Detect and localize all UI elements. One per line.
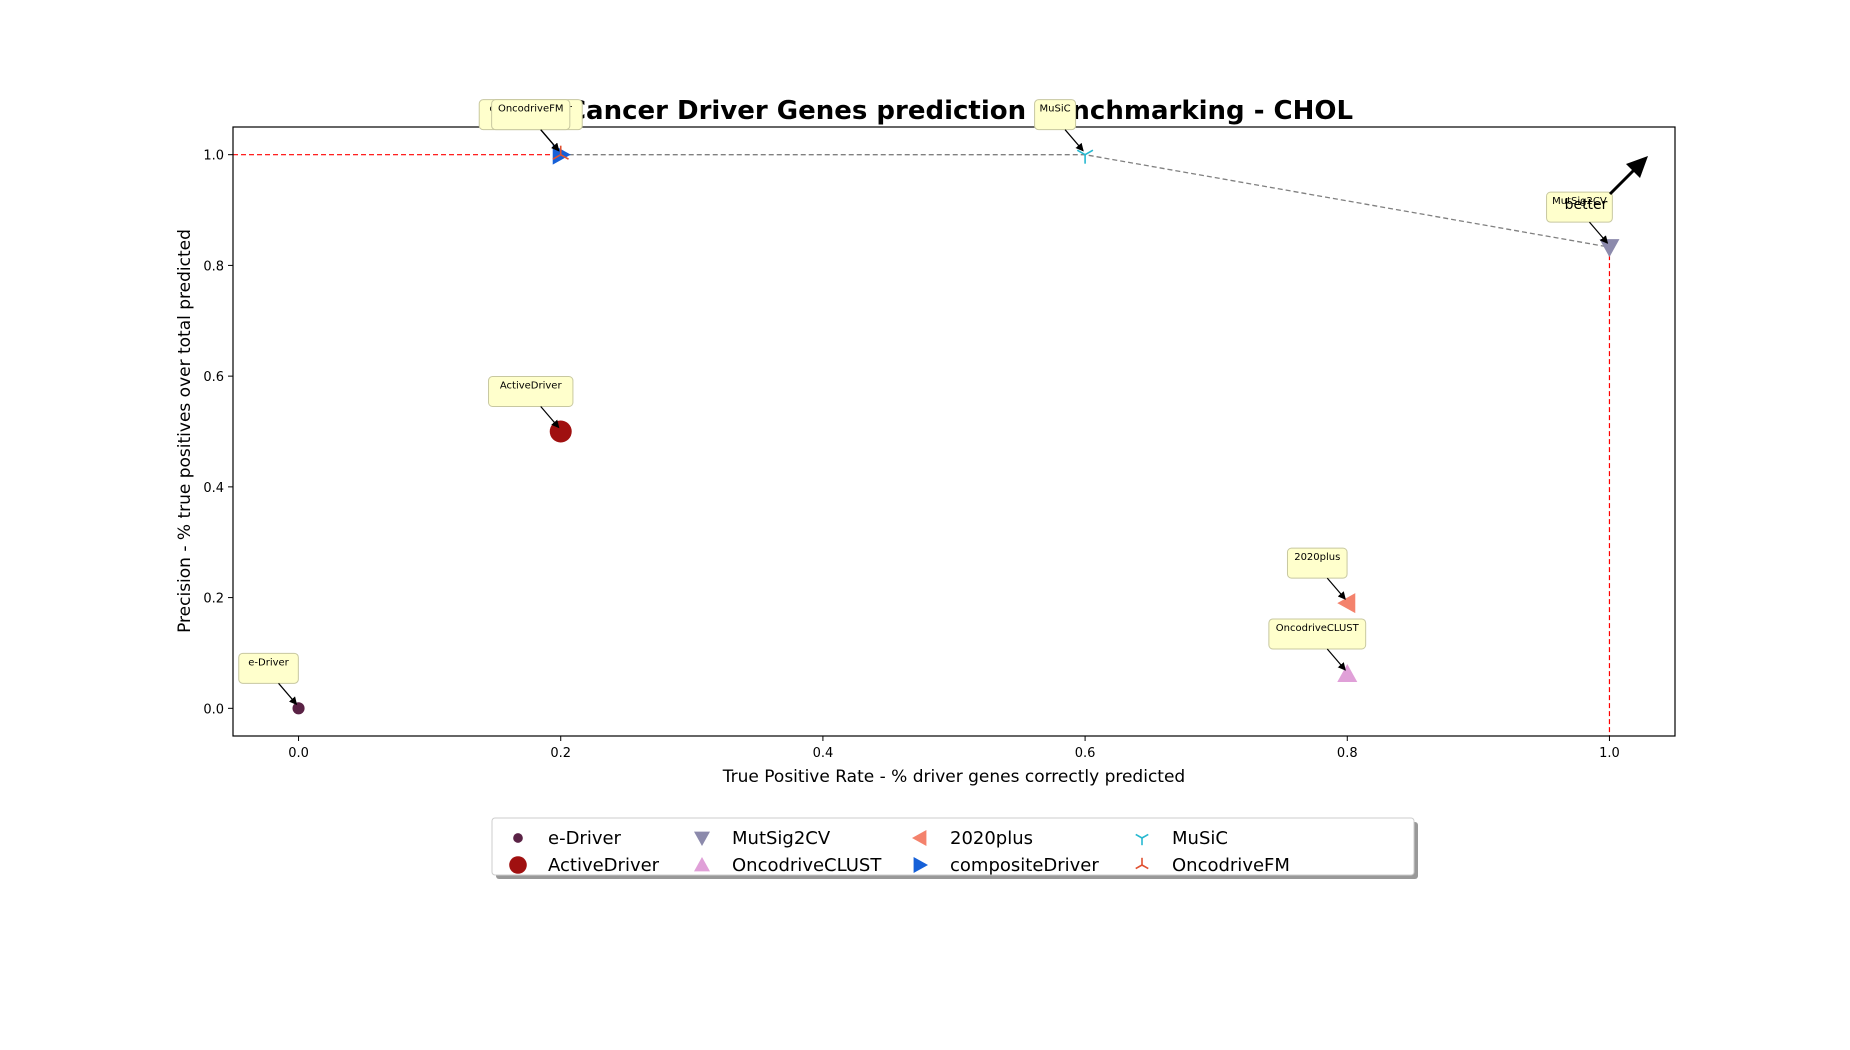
data-point-mutsig2cv <box>1599 239 1620 258</box>
legend-marker <box>694 831 710 846</box>
x-axis: 0.0 0.2 0.4 0.6 0.8 1.0 <box>288 736 1620 761</box>
legend-label: MutSig2CV <box>732 828 831 849</box>
x-axis-label: True Positive Rate - % driver genes corr… <box>722 767 1185 787</box>
data-point-2020plus <box>1337 593 1356 614</box>
y-axis: 0.0 0.2 0.4 0.6 0.8 1.0 <box>203 149 233 717</box>
legend-marker <box>513 833 523 843</box>
legend-label: OncodriveCLUST <box>732 855 882 876</box>
legend-item-2020plus: 2020plus <box>912 828 1033 849</box>
y-tick-label: 0.4 <box>203 481 224 496</box>
legend-label: OncodriveFM <box>1172 855 1290 876</box>
annotation-activedriver: ActiveDriver <box>488 376 574 429</box>
legend-marker <box>912 830 927 846</box>
svg-text:ActiveDriver: ActiveDriver <box>500 381 563 392</box>
svg-text:MuSiC: MuSiC <box>1040 104 1071 115</box>
x-tick-label: 0.8 <box>1337 746 1358 761</box>
legend-box <box>491 817 1415 876</box>
legend-marker <box>913 857 928 873</box>
legend-item-oncodrivefm: OncodriveFM <box>1135 855 1290 876</box>
annotations: e-Driver ActiveDriver MutSig2CV OncodriveCL… <box>238 99 1613 706</box>
plot-area <box>232 126 1676 737</box>
legend-item-compositedriver: compositeDriver <box>913 855 1099 876</box>
y-tick-label: 1.0 <box>203 149 224 164</box>
svg-text:MutSig2CV: MutSig2CV <box>1552 196 1607 207</box>
y-tick-label: 0.8 <box>203 259 224 274</box>
pareto-front-line <box>560 154 1610 248</box>
legend-item-e-driver: e-Driver <box>513 828 622 849</box>
legend-marker <box>509 856 527 874</box>
data-point-music <box>1076 149 1094 164</box>
legend-item-mutsig2cv: MutSig2CV <box>694 828 831 849</box>
legend-label: ActiveDriver <box>548 855 660 876</box>
x-tick-label: 1.0 <box>1599 746 1620 761</box>
annotation-music: MuSiC <box>1034 99 1084 152</box>
svg-text:e-Driver: e-Driver <box>248 657 289 668</box>
legend-item-music: MuSiC <box>1135 828 1228 849</box>
legend-marker <box>1135 833 1149 846</box>
x-tick-label: 0.4 <box>813 746 834 761</box>
legend-item-oncodriveclust: OncodriveCLUST <box>694 855 882 876</box>
data-markers <box>292 144 1620 715</box>
legend-item-activedriver: ActiveDriver <box>509 855 660 876</box>
legend-label: 2020plus <box>950 828 1033 849</box>
chart-title: Cancer Driver Genes prediction benchmark… <box>567 96 1353 126</box>
data-point-oncodriveclust <box>1337 663 1358 682</box>
y-tick-label: 0.0 <box>203 702 224 717</box>
better-label: better <box>1565 197 1608 213</box>
data-point-oncodrivefm <box>552 145 569 160</box>
x-tick-label: 0.2 <box>550 746 571 761</box>
x-tick-label: 0.0 <box>288 746 309 761</box>
better-arrowhead <box>1626 156 1648 178</box>
legend-label: e-Driver <box>548 828 622 849</box>
data-point-activedriver <box>549 420 572 443</box>
legend-label: MuSiC <box>1172 828 1228 849</box>
y-tick-label: 0.2 <box>203 592 224 607</box>
svg-text:OncodriveFM: OncodriveFM <box>498 104 564 115</box>
legend-marker <box>1135 857 1149 870</box>
annotation-mutsig2cv: MutSig2CV <box>1546 191 1613 244</box>
legend-label: compositeDriver <box>950 855 1099 876</box>
svg-text:OncodriveCLUST: OncodriveCLUST <box>1276 623 1360 634</box>
legend: e-Driver ActiveDriver MutSig2CV OncodriveCL… <box>491 817 1418 879</box>
better-indicator: better <box>1565 156 1648 213</box>
annotation-e-driver: e-Driver <box>238 652 299 706</box>
x-tick-label: 0.6 <box>1075 746 1096 761</box>
annotation-oncodriveclust: OncodriveCLUST <box>1268 618 1367 671</box>
annotation-oncodrivefm: OncodriveFM <box>491 99 571 152</box>
svg-text:2020plus: 2020plus <box>1294 552 1340 563</box>
y-tick-label: 0.6 <box>203 370 224 385</box>
annotation-2020plus: 2020plus <box>1286 547 1348 600</box>
legend-marker <box>694 857 710 872</box>
plot-lines <box>233 154 1611 736</box>
y-axis-label: Precision - % true positives over total … <box>175 229 195 633</box>
data-point-e-driver <box>292 702 305 715</box>
